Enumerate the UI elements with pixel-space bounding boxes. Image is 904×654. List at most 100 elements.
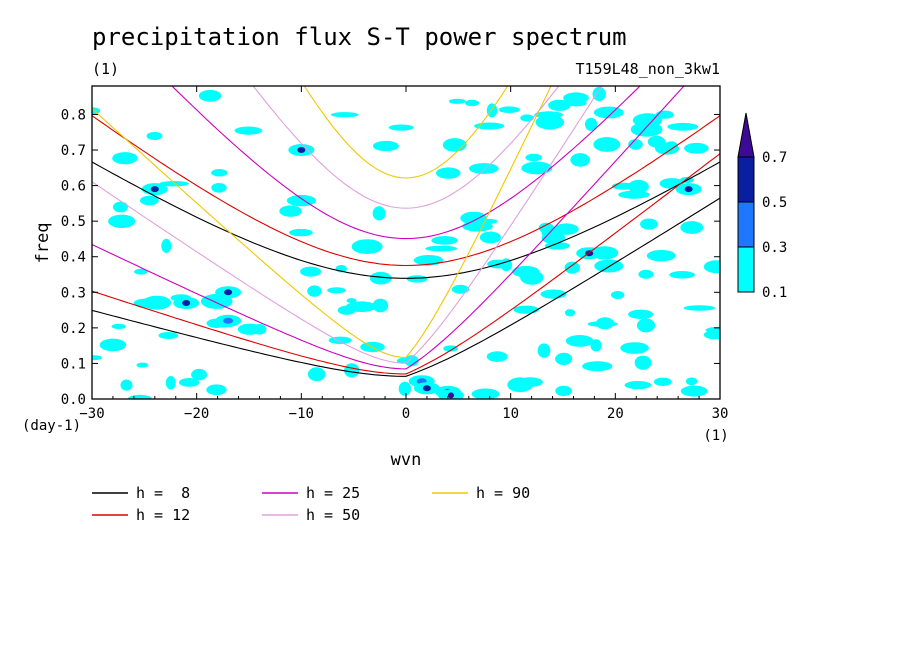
y-tick-label: 0.0 (61, 392, 86, 408)
power-blob (223, 317, 234, 324)
power-contour-patch (406, 275, 428, 283)
power-contour-patch (120, 379, 133, 391)
y-tick-label: 0.3 (61, 285, 86, 301)
power-contour-patch (448, 98, 466, 104)
power-contour-patch (92, 355, 103, 361)
power-contour-patch (548, 99, 571, 111)
x-axis-label: wvn (391, 450, 422, 470)
power-contour-patch (553, 223, 579, 235)
power-contour-patch (638, 269, 654, 279)
power-contour-patch (627, 179, 649, 194)
power-contour-patch (477, 218, 498, 224)
power-contour-patch (211, 169, 228, 177)
power-blob (150, 186, 159, 193)
power-contour-patch (165, 376, 176, 390)
power-contour-patch (431, 236, 458, 245)
power-contour-patch (133, 298, 158, 308)
power-contour-patch (611, 291, 625, 299)
power-contour-patch (653, 377, 672, 386)
dispersion-curves (92, 86, 720, 377)
power-blob (182, 300, 191, 306)
power-contour-patch (594, 259, 624, 273)
power-contour-patch (191, 368, 208, 381)
power-contour-patch (159, 181, 189, 187)
colorbar-extend-arrow (737, 112, 755, 158)
power-contour-patch (680, 221, 704, 234)
power-contour-patch (555, 385, 572, 397)
power-contour-patch (346, 298, 357, 304)
x-tick-label: 30 (712, 406, 729, 422)
power-contour-patch (330, 112, 359, 118)
y-axis-label: freq (33, 223, 53, 264)
plot-area (91, 85, 721, 400)
power-contour-patch (464, 99, 480, 107)
power-contour-patch (471, 388, 500, 399)
axes: −30 −20 −10 0 10 20 30 0.0 0.1 0.2 0.3 0.4 0.5 0.6 0.7… (61, 86, 729, 422)
power-contours (92, 86, 720, 399)
power-contour-patch (593, 137, 621, 152)
y-tick-label: 0.6 (61, 179, 86, 195)
y-unit-label: (day-1) (22, 418, 81, 434)
power-contour-patch (628, 309, 654, 319)
power-contour-patch (140, 195, 159, 206)
dispersion-curve (92, 86, 552, 359)
power-contour-patch (520, 114, 534, 122)
colorbar-label: 0.7 (762, 150, 787, 166)
power-contour-patch (161, 238, 172, 253)
y-tick-label: 0.5 (61, 214, 86, 230)
power-contour-patch (396, 357, 409, 364)
power-contour-patch (683, 305, 716, 311)
power-contour-patch (234, 126, 263, 135)
power-contour-patch (498, 106, 520, 113)
power-contour-patch (565, 335, 594, 347)
power-contour-patch (592, 86, 606, 102)
power-contour-patch (513, 305, 539, 314)
power-contour-patch (112, 152, 138, 165)
power-contour-patch (624, 381, 652, 390)
y-tick-label: 0.7 (61, 143, 86, 159)
power-contour-patch (469, 163, 499, 174)
x-tick-label: −30 (79, 406, 104, 422)
power-contour-patch (520, 270, 544, 285)
x-unit-label: (1) (703, 428, 728, 444)
x-tick-label: 10 (502, 406, 519, 422)
power-contour-patch (479, 231, 501, 244)
power-contour-patch (563, 92, 589, 104)
y-tick-label: 0.2 (61, 321, 86, 337)
power-contour-patch (307, 367, 326, 382)
x-tick-label: −10 (289, 406, 314, 422)
power-contour-patch (669, 271, 695, 279)
power-contour-patch (582, 361, 613, 372)
power-contour-patch (92, 107, 101, 115)
power-contour-patch (206, 384, 227, 396)
power-contour-patch (372, 140, 399, 152)
power-contour-patch (640, 218, 658, 230)
power-contour-patch (158, 332, 179, 339)
power-contour-patch (179, 378, 200, 387)
legend-label: h = 25 (306, 484, 360, 502)
power-contour-patch (685, 377, 698, 386)
power-contour-patch (211, 183, 227, 193)
power-contour-patch (443, 345, 458, 352)
power-contour-patch (634, 355, 652, 370)
power-contour-patch (667, 122, 699, 131)
dispersion-curve (171, 86, 641, 240)
colorbar: 0.1 0.3 0.5 0.7 (737, 112, 787, 301)
power-contour-patch (111, 323, 126, 329)
power-contour-patch (555, 352, 573, 365)
power-contour-patch (646, 250, 676, 262)
power-contour-patch (525, 153, 542, 162)
power-contour-patch (680, 385, 708, 397)
power-contour-patch (398, 381, 412, 396)
power-contour-patch (534, 111, 563, 119)
power-contour-patch (198, 89, 222, 102)
power-contour-patch (307, 285, 322, 297)
dispersion-curve (252, 86, 560, 209)
power-contour-patch (703, 260, 720, 274)
power-contour-patch (327, 287, 346, 294)
power-contour-patch (289, 228, 313, 237)
power-contour-patch (388, 124, 414, 131)
power-contour-patch (636, 318, 656, 333)
power-contour-patch (684, 142, 709, 154)
colorbar-label: 0.5 (762, 195, 787, 211)
